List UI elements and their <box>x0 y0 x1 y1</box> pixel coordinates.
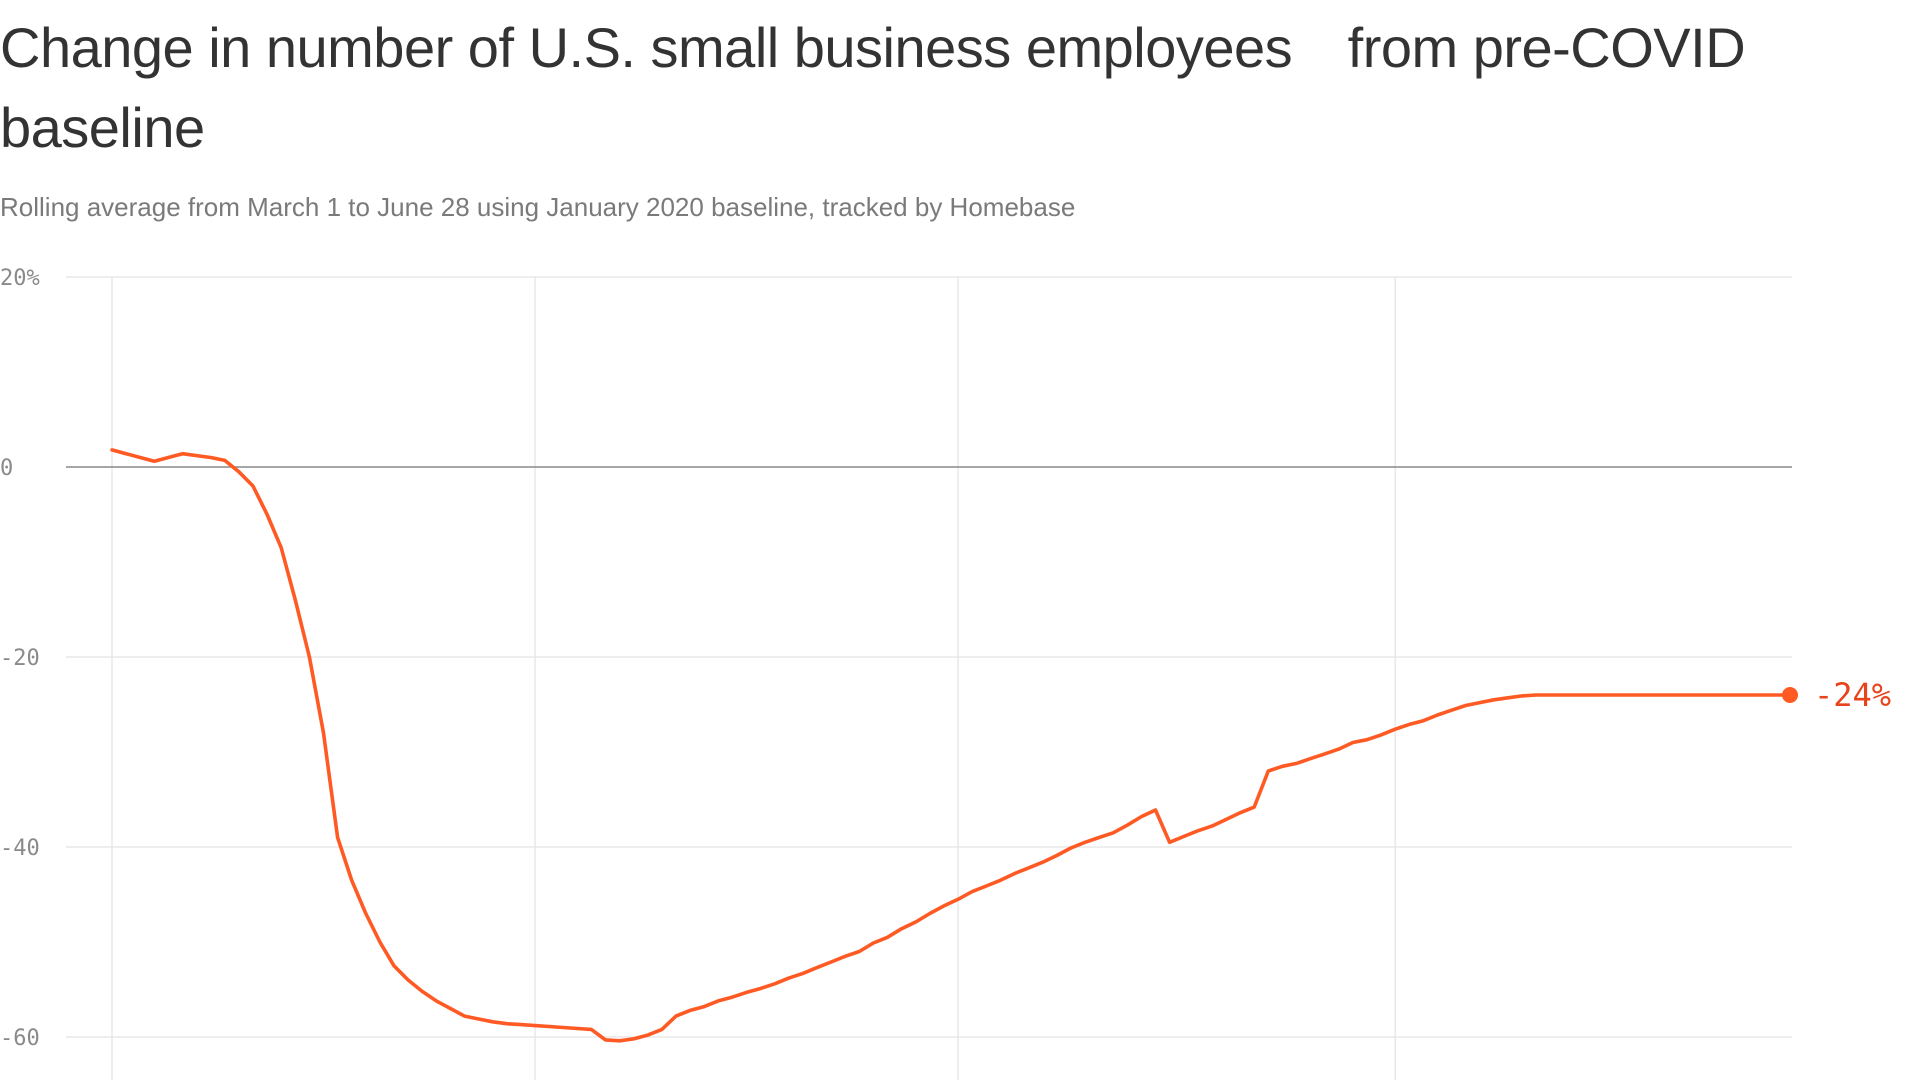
end-value-label: -24% <box>1814 676 1891 714</box>
y-tick-label: 0 <box>0 456 13 481</box>
chart-title: Change in number of U.S. small business … <box>0 16 1746 159</box>
y-axis: 20% 0 -20 -40 -60 <box>0 266 40 1051</box>
y-tick-label: -20 <box>0 646 40 671</box>
line-chart: 20% 0 -20 -40 -60 -24% <box>0 266 1891 1080</box>
grid <box>66 276 1792 1080</box>
y-tick-label: -40 <box>0 836 40 861</box>
y-tick-label: 20% <box>0 266 40 291</box>
chart-subtitle: Rolling average from March 1 to June 28 … <box>0 192 1076 222</box>
series-line <box>110 448 1792 1043</box>
end-point-marker <box>1782 687 1798 703</box>
y-tick-label: -60 <box>0 1026 40 1051</box>
series: -24% <box>110 448 1891 1043</box>
